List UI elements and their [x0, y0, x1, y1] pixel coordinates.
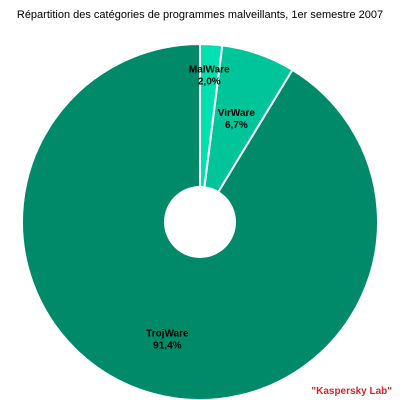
chart-title: Répartition des catégories de programmes…: [17, 9, 383, 21]
slice-name-malware: MalWare: [189, 65, 230, 76]
donut-hole: [164, 186, 236, 258]
slice-name-virware: VirWare: [218, 108, 256, 119]
slice-name-trojware: TrojWare: [146, 329, 189, 340]
slice-value-virware: 6,7%: [225, 120, 248, 131]
pie-slice-malware: [199, 42, 224, 223]
slice-value-trojware: 91,4%: [153, 341, 181, 352]
slice-value-malware: 2,0%: [198, 77, 221, 88]
credit-label: "Kaspersky Lab": [311, 386, 392, 397]
